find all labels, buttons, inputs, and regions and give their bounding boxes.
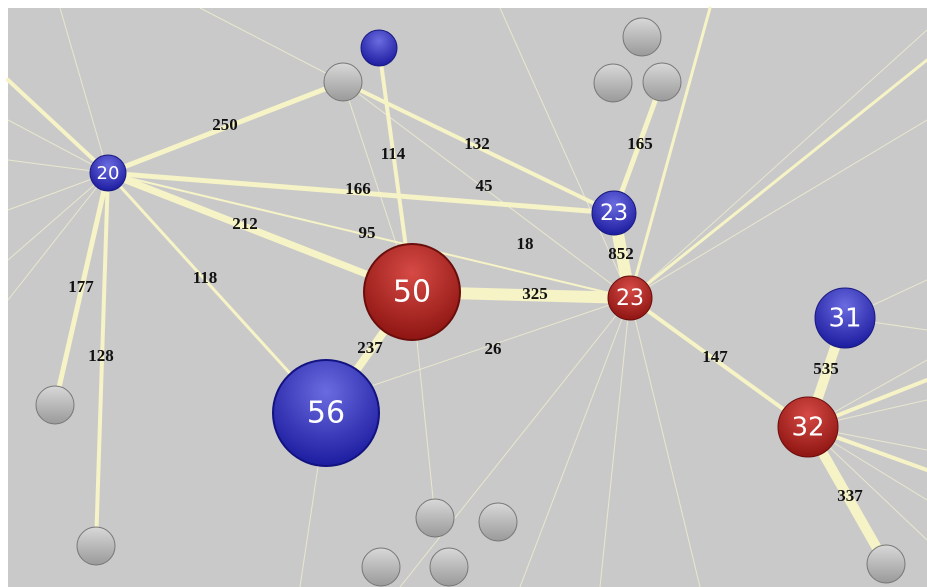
node-label: 23: [616, 286, 644, 311]
edge-line: [105, 170, 617, 216]
edge-label: 147: [702, 347, 728, 366]
edge-line: [105, 79, 346, 176]
edge-labels: 250 114 132 165 166 45 212 95 18 852 325…: [68, 115, 863, 505]
node-label: 32: [791, 413, 824, 443]
edge-line: [399, 297, 631, 587]
edge-label: 237: [357, 338, 383, 357]
edge-line: [499, 7, 631, 299]
node: [429, 547, 469, 587]
edge-line: [107, 172, 631, 299]
node-label: 56: [307, 396, 345, 431]
edge-label: 250: [212, 115, 238, 134]
edge-label: 325: [522, 284, 548, 303]
node: [642, 62, 682, 102]
node: [89, 154, 127, 192]
node: [591, 190, 637, 236]
edge-label: 165: [627, 134, 653, 153]
edge-line: [7, 172, 109, 261]
node: [478, 502, 518, 542]
nodes: 20 50 56 23 23 31 32: [89, 154, 876, 467]
edge-line: [7, 119, 109, 174]
edge-label: 18: [517, 234, 534, 253]
edge-line: [599, 297, 631, 587]
edge-label: 535: [813, 359, 839, 378]
node: [415, 498, 455, 538]
edge-line: [106, 171, 328, 415]
node-label: 20: [97, 163, 120, 184]
edge-line: [59, 7, 109, 174]
edge-label: 337: [837, 486, 863, 505]
edge-line: [329, 297, 631, 401]
edge-line: [628, 58, 927, 300]
edge-label: 132: [464, 134, 490, 153]
edge-label: 118: [193, 268, 218, 287]
edge-label: 166: [345, 179, 371, 198]
node: [866, 544, 906, 584]
node: [360, 29, 398, 67]
edge-line: [342, 81, 631, 299]
gray-nodes: [35, 17, 906, 587]
edge-label: 95: [359, 223, 376, 242]
edge-label: 177: [68, 277, 94, 296]
edge-line: [629, 297, 701, 587]
edge-line: [52, 170, 111, 408]
node: [814, 287, 876, 349]
node: [777, 396, 839, 458]
node-label: 23: [600, 201, 628, 226]
edge-label: 114: [381, 144, 406, 163]
edge-line: [628, 6, 712, 300]
edge-line: [94, 171, 110, 548]
edge-label: 45: [476, 176, 493, 195]
edge-label: 852: [608, 244, 634, 263]
edge-line: [341, 80, 616, 215]
edge-line: [519, 297, 631, 587]
edge-line: [199, 7, 344, 83]
node: [361, 547, 401, 587]
node: [593, 63, 633, 103]
edge-line: [7, 172, 109, 301]
node: [35, 385, 75, 425]
edge-label: 128: [88, 346, 114, 365]
edge-line: [629, 119, 927, 299]
node-label: 50: [393, 275, 431, 310]
edge-line: [629, 29, 927, 299]
node-label: 31: [828, 304, 861, 334]
node: [76, 526, 116, 566]
edge-label: 26: [485, 339, 502, 358]
node: [622, 17, 662, 57]
node: [272, 359, 380, 467]
node: [323, 62, 363, 102]
node: [363, 243, 461, 341]
edge-line: [104, 169, 416, 296]
node: [607, 275, 653, 321]
edge-line: [6, 78, 110, 175]
edge-line: [611, 79, 665, 216]
edge-label: 212: [232, 214, 258, 233]
edge-line: [628, 296, 810, 429]
